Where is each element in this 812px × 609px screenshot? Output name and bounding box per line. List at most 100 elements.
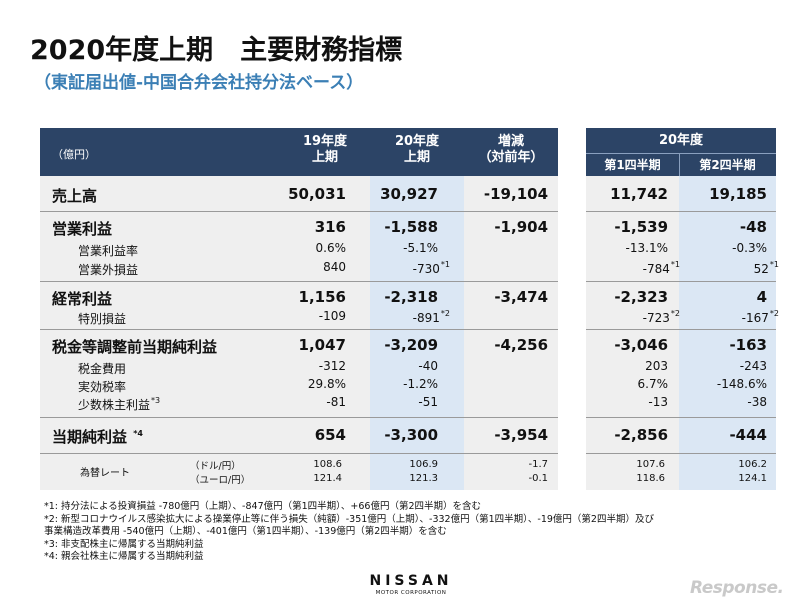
taxrate-q1: 6.7% — [637, 377, 669, 391]
col-q1-header: 第1四半期 — [604, 158, 661, 172]
sales-q1: 11,742 — [610, 185, 668, 203]
unit-label: （億円） — [52, 148, 96, 161]
footnote-2-cont: 事業構造改革費用 -540億円（上期）、-401億円（第1四半期）、-139億円… — [44, 526, 447, 537]
tax-q1: 203 — [645, 359, 668, 373]
col-fy19-header: 19年度 上期 — [302, 134, 348, 165]
fx-usd-fy19: 108.6 — [313, 459, 342, 470]
taxrate-fy20: -1.2% — [403, 377, 438, 391]
fx-eur-q2: 124.1 — [738, 473, 767, 484]
row-label-net-income: 当期純利益 *4 — [52, 428, 143, 446]
ord-q2: 4 — [756, 288, 767, 306]
row-label-fx: 為替レート — [80, 468, 130, 479]
pretax-fy20: -3,209 — [384, 336, 438, 354]
fx-eur-q1: 118.6 — [636, 473, 665, 484]
op-change: -1,904 — [494, 218, 548, 236]
footnote-4: *4: 親会社株主に帰属する当期純利益 — [44, 551, 204, 562]
row-divider — [586, 329, 776, 330]
fx-usd-q1: 107.6 — [636, 459, 665, 470]
table-header-left — [40, 128, 558, 176]
extra-fy20: -891*2 — [412, 309, 450, 325]
sales-change: -19,104 — [483, 185, 548, 203]
op-fy20: -1,588 — [384, 218, 438, 236]
pretax-q1: -3,046 — [614, 336, 668, 354]
response-watermark: Response. — [690, 578, 784, 598]
fx-eur-change: -0.1 — [528, 473, 548, 484]
op-margin-q1: -13.1% — [625, 241, 668, 255]
op-margin-q2: -0.3% — [732, 241, 767, 255]
net-change: -3,954 — [494, 426, 548, 444]
row-label-pretax-profit: 税金等調整前当期純利益 — [52, 338, 218, 356]
nonop-fy20: -730*1 — [412, 260, 450, 276]
nonop-q1: -784*1 — [642, 260, 680, 276]
footnotes: *1: 持分法による投資損益 -780億円（上期）、-847億円（第1四半期）、… — [44, 501, 654, 564]
ord-fy19: 1,156 — [298, 288, 346, 306]
pretax-change: -4,256 — [494, 336, 548, 354]
ord-q1: -2,323 — [614, 288, 668, 306]
footnote-2: *2: 新型コロナウイルス感染拡大による操業停止等に伴う損失（純額）-351億円… — [44, 513, 654, 525]
tax-q2: -243 — [739, 359, 767, 373]
nonop-fy19: 840 — [323, 260, 346, 274]
row-divider — [586, 211, 776, 212]
page-title: 2020年度上期 主要財務指標 — [30, 35, 403, 66]
extra-fy19: -109 — [318, 309, 346, 323]
col-fy20-quarters-header: 20年度 — [658, 133, 704, 148]
fx-usd-q2: 106.2 — [738, 459, 767, 470]
body-bg-change — [464, 176, 558, 490]
sales-fy19: 50,031 — [288, 185, 346, 203]
pretax-fy19: 1,047 — [298, 336, 346, 354]
op-margin-fy19: 0.6% — [315, 241, 347, 255]
extra-q1: -723*2 — [642, 309, 680, 325]
fx-usd-fy20: 106.9 — [409, 459, 438, 470]
sales-fy20: 30,927 — [380, 185, 438, 203]
net-fy19: 654 — [314, 426, 346, 444]
footnote-1: *1: 持分法による投資損益 -780億円（上期）、-847億円（第1四半期）、… — [44, 501, 482, 512]
fx-eur-unit: （ユーロ/円） — [190, 475, 251, 486]
row-divider — [586, 281, 776, 282]
row-label-ordinary-profit: 経常利益 — [52, 290, 113, 308]
ord-fy20: -2,318 — [384, 288, 438, 306]
op-fy19: 316 — [314, 218, 346, 236]
row-divider — [40, 329, 558, 330]
taxrate-fy19: 29.8% — [307, 377, 346, 391]
row-label-tax-rate: 実効税率 — [78, 380, 127, 394]
row-divider — [586, 417, 776, 418]
fx-usd-change: -1.7 — [528, 459, 548, 470]
ord-change: -3,474 — [494, 288, 548, 306]
body-bg-q1 — [586, 176, 679, 490]
col-fy20-header: 20年度 上期 — [394, 134, 440, 165]
q-divider — [679, 153, 680, 176]
pretax-q2: -163 — [729, 336, 767, 354]
fx-eur-fy19: 121.4 — [313, 473, 342, 484]
col-q2-header: 第2四半期 — [699, 158, 756, 172]
minority-q2: -38 — [747, 395, 767, 409]
row-label-nonop: 営業外損益 — [78, 263, 139, 277]
row-divider — [586, 453, 776, 454]
net-fy20: -3,300 — [384, 426, 438, 444]
net-q2: -444 — [729, 426, 767, 444]
col-change-header: 増減 （対前年） — [478, 134, 544, 165]
fx-usd-unit: （ドル/円） — [190, 461, 241, 472]
row-divider — [40, 453, 558, 454]
page-subtitle: （東証届出値-中国合弁会社持分法ベース） — [34, 73, 364, 93]
row-divider — [40, 211, 558, 212]
op-q1: -1,539 — [614, 218, 668, 236]
minority-fy20: -51 — [418, 395, 438, 409]
tax-fy19: -312 — [318, 359, 346, 373]
net-q1: -2,856 — [614, 426, 668, 444]
body-bg-q2-highlight — [679, 176, 776, 490]
footnote-3: *3: 非支配株主に帰属する当期純利益 — [44, 538, 204, 550]
nonop-q2: 52*1 — [753, 260, 779, 276]
logo-name: NISSAN — [369, 573, 453, 589]
body-bg-fy20-highlight — [370, 176, 464, 490]
body-bg-left — [40, 176, 370, 490]
op-margin-fy20: -5.1% — [403, 241, 438, 255]
nissan-logo: NISSAN MOTOR CORPORATION — [368, 573, 454, 596]
right-header-divider — [586, 153, 776, 154]
row-label-minority: 少数株主利益*3 — [78, 396, 161, 412]
row-label-sales: 売上高 — [52, 187, 98, 205]
logo-subtitle: MOTOR CORPORATION — [375, 590, 447, 596]
extra-q2: -167*2 — [741, 309, 779, 325]
table-header-right — [586, 128, 776, 176]
row-label-op-margin: 営業利益率 — [78, 244, 139, 258]
op-q2: -48 — [739, 218, 767, 236]
